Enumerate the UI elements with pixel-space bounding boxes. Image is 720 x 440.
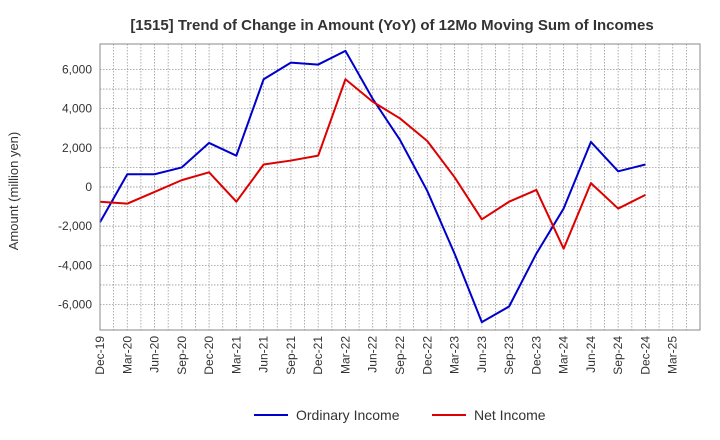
y-tick-labels: -6,000 -4,000 -2,000 0 2,000 4,000 6,000 (58, 62, 92, 311)
x-tick-label: Dec-21 (311, 336, 325, 375)
y-tick-label: 0 (85, 180, 92, 194)
y-tick-label: -4,000 (58, 258, 92, 272)
x-tick-label: Dec-22 (420, 336, 434, 375)
plot-border (99, 43, 701, 331)
legend: Ordinary Income Net Income (254, 407, 546, 423)
x-tick-label: Dec-19 (93, 336, 107, 375)
chart-title: [1515] Trend of Change in Amount (YoY) o… (130, 17, 653, 34)
x-tick-label: Mar-23 (448, 336, 462, 374)
series-line-net-income (99, 78, 646, 250)
x-tick-label: Jun-22 (366, 336, 380, 373)
x-tick-label: Sep-21 (284, 336, 298, 375)
y-axis-label: Amount (million yen) (6, 132, 21, 251)
x-tick-label: Jun-21 (257, 336, 271, 373)
legend-label-net-income: Net Income (474, 407, 546, 423)
x-tick-label: Dec-23 (529, 336, 543, 375)
x-tick-label: Jun-23 (475, 336, 489, 373)
x-tick-label: Mar-25 (666, 336, 680, 374)
x-tick-label: Sep-24 (611, 336, 625, 375)
y-tick-label: -6,000 (58, 298, 92, 312)
x-tick-label: Jun-20 (148, 336, 162, 373)
x-tick-label: Mar-21 (229, 336, 243, 374)
legend-label-ordinary-income: Ordinary Income (296, 407, 400, 423)
x-tick-labels: Dec-19 Mar-20 Jun-20 Sep-20 Dec-20 Mar-21 Jun-… (93, 336, 680, 375)
x-tick-label: Mar-20 (120, 336, 134, 374)
grid (99, 44, 701, 330)
y-tick-label: -2,000 (58, 219, 92, 233)
series-line-ordinary-income (99, 49, 646, 324)
y-tick-label: 2,000 (62, 141, 92, 155)
y-tick-label: 4,000 (62, 102, 92, 116)
x-tick-label: Mar-22 (338, 336, 352, 374)
x-tick-label: Jun-24 (584, 336, 598, 373)
x-tick-label: Sep-20 (175, 336, 189, 375)
x-tick-label: Dec-24 (638, 336, 652, 375)
x-tick-label: Dec-20 (202, 336, 216, 375)
x-tick-label: Sep-22 (393, 336, 407, 375)
y-tick-label: 6,000 (62, 62, 92, 76)
x-tick-label: Sep-23 (502, 336, 516, 375)
x-tick-label: Mar-24 (557, 336, 571, 374)
series-lines (99, 49, 646, 324)
